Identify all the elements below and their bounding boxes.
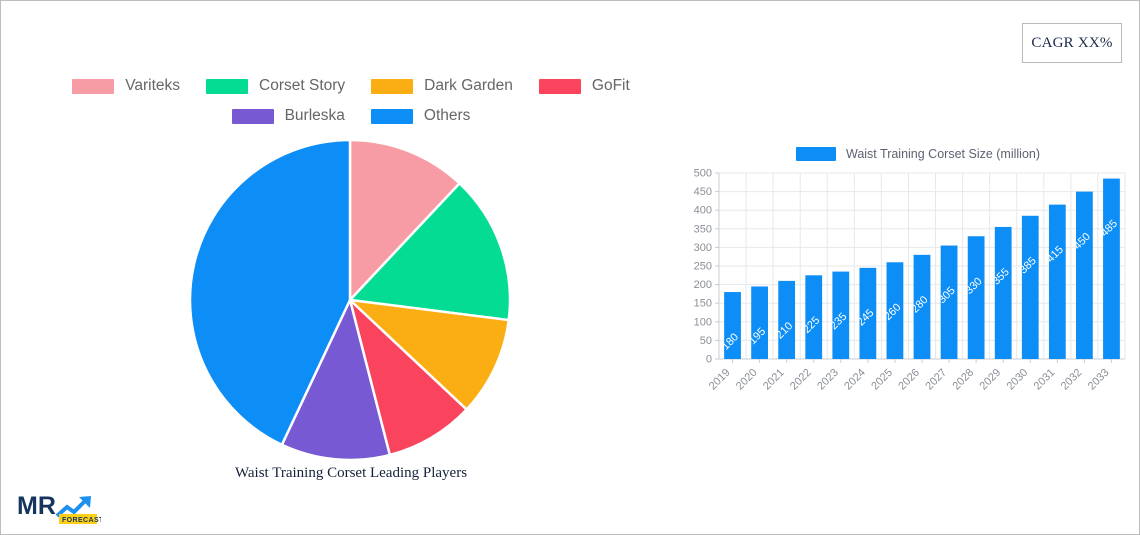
x-tick-label: 2025 bbox=[869, 367, 895, 393]
pie-legend-row: Burleska Others bbox=[51, 101, 651, 131]
bar[interactable] bbox=[724, 292, 741, 359]
legend-label: Variteks bbox=[125, 77, 181, 94]
legend-swatch-icon bbox=[370, 108, 413, 124]
cagr-label: CAGR XX% bbox=[1031, 34, 1113, 51]
y-tick-label: 100 bbox=[694, 316, 712, 328]
legend-item-others[interactable]: Others bbox=[370, 107, 471, 125]
legend-label: Others bbox=[423, 107, 471, 124]
logo-arrowhead-icon bbox=[79, 496, 91, 508]
pie-chart-title: Waist Training Corset Leading Players bbox=[234, 465, 468, 481]
legend-label: Burleska bbox=[284, 107, 345, 124]
y-tick-label: 0 bbox=[706, 354, 712, 366]
x-tick-label: 2024 bbox=[842, 367, 868, 393]
bar[interactable] bbox=[967, 236, 985, 359]
x-tick-label: 2029 bbox=[978, 367, 1004, 393]
x-tick-label: 2032 bbox=[1059, 367, 1085, 393]
legend-swatch-icon bbox=[72, 78, 115, 94]
logo-svg: MR FORECAST bbox=[17, 492, 104, 524]
bar-chart: Waist Training Corset Size (million) 0 50… bbox=[681, 143, 1133, 411]
bar-chart-svg: 0501001502002503003504004505001802019195… bbox=[694, 168, 1126, 393]
x-tick-label: 2019 bbox=[707, 367, 733, 393]
bar[interactable] bbox=[1048, 204, 1066, 359]
pie-slice[interactable] bbox=[189, 139, 352, 447]
mr-forecast-logo: MR FORECAST bbox=[17, 488, 104, 526]
bar-chart-plot: 0 50 100 150 200 250 300 350 400 450 500 180 2019 195… bbox=[681, 165, 1133, 407]
y-tick-label: 450 bbox=[694, 186, 712, 198]
logo-badge-text: FORECAST bbox=[62, 517, 101, 524]
y-tick-label: 400 bbox=[694, 205, 712, 217]
bar[interactable] bbox=[994, 226, 1012, 359]
x-tick-label: 2021 bbox=[761, 367, 787, 393]
legend-label: Dark Garden bbox=[424, 77, 513, 94]
x-tick-label: 2028 bbox=[950, 367, 976, 393]
y-tick-label: 150 bbox=[694, 298, 712, 310]
bar[interactable] bbox=[832, 271, 850, 359]
bar[interactable] bbox=[940, 245, 958, 359]
logo-badge-bg bbox=[59, 514, 97, 524]
legend-swatch-icon bbox=[538, 78, 581, 94]
bar[interactable] bbox=[751, 286, 768, 359]
x-tick-label: 2027 bbox=[923, 367, 949, 393]
legend-label: Waist Training Corset Size (million) bbox=[845, 147, 1041, 161]
pie-legend-row: Variteks Corset Story Dark Garden GoFit bbox=[51, 71, 651, 101]
bar[interactable] bbox=[1103, 178, 1120, 359]
cagr-badge: CAGR XX% bbox=[1022, 23, 1122, 63]
legend-item-burleska[interactable]: Burleska bbox=[231, 107, 345, 125]
y-tick-label: 250 bbox=[694, 261, 712, 273]
bar[interactable] bbox=[778, 280, 796, 359]
legend-swatch-icon bbox=[231, 108, 274, 124]
x-tick-label: 2030 bbox=[1005, 367, 1031, 393]
legend-swatch-icon bbox=[206, 78, 249, 94]
y-tick-label: 200 bbox=[694, 279, 712, 291]
x-tick-label: 2026 bbox=[896, 367, 922, 393]
x-tick-label: 2031 bbox=[1032, 367, 1058, 393]
pie-slice[interactable] bbox=[280, 296, 392, 461]
pie-slice[interactable] bbox=[347, 296, 469, 457]
y-tick-label: 500 bbox=[694, 168, 712, 180]
legend-label: Corset Story bbox=[259, 77, 346, 94]
legend-label: GoFit bbox=[591, 77, 630, 94]
logo-mark-text: MR bbox=[17, 492, 56, 520]
bar[interactable] bbox=[913, 254, 931, 359]
bar[interactable] bbox=[886, 262, 904, 359]
legend-item-gofit[interactable]: GoFit bbox=[538, 77, 630, 95]
pie-slice[interactable] bbox=[347, 181, 511, 322]
x-tick-label: 2022 bbox=[788, 367, 814, 393]
bar[interactable] bbox=[1021, 215, 1039, 359]
bar[interactable] bbox=[1076, 191, 1093, 359]
y-tick-label: 300 bbox=[694, 242, 712, 254]
x-tick-label: 2020 bbox=[734, 367, 760, 393]
legend-swatch-icon bbox=[371, 78, 414, 94]
bar-chart-legend: Waist Training Corset Size (million) bbox=[703, 143, 1133, 165]
legend-item-variteks[interactable]: Variteks bbox=[72, 77, 180, 95]
legend-item-corset-story[interactable]: Corset Story bbox=[206, 77, 345, 95]
pie-legend: Variteks Corset Story Dark Garden GoFit … bbox=[51, 71, 651, 131]
y-tick-label: 50 bbox=[700, 335, 712, 347]
logo-arrow-icon bbox=[55, 497, 89, 518]
legend-item-dark-garden[interactable]: Dark Garden bbox=[371, 77, 513, 95]
x-tick-label: 2033 bbox=[1086, 367, 1112, 393]
y-tick-label: 350 bbox=[694, 223, 712, 235]
bar[interactable] bbox=[805, 275, 823, 359]
pie-slice[interactable] bbox=[346, 298, 511, 412]
legend-swatch-icon bbox=[795, 147, 836, 161]
x-tick-label: 2023 bbox=[815, 367, 841, 393]
pie-slice[interactable] bbox=[348, 139, 462, 304]
bar[interactable] bbox=[859, 267, 877, 359]
pie-chart bbox=[189, 139, 511, 461]
pie-chart-svg bbox=[189, 139, 511, 461]
